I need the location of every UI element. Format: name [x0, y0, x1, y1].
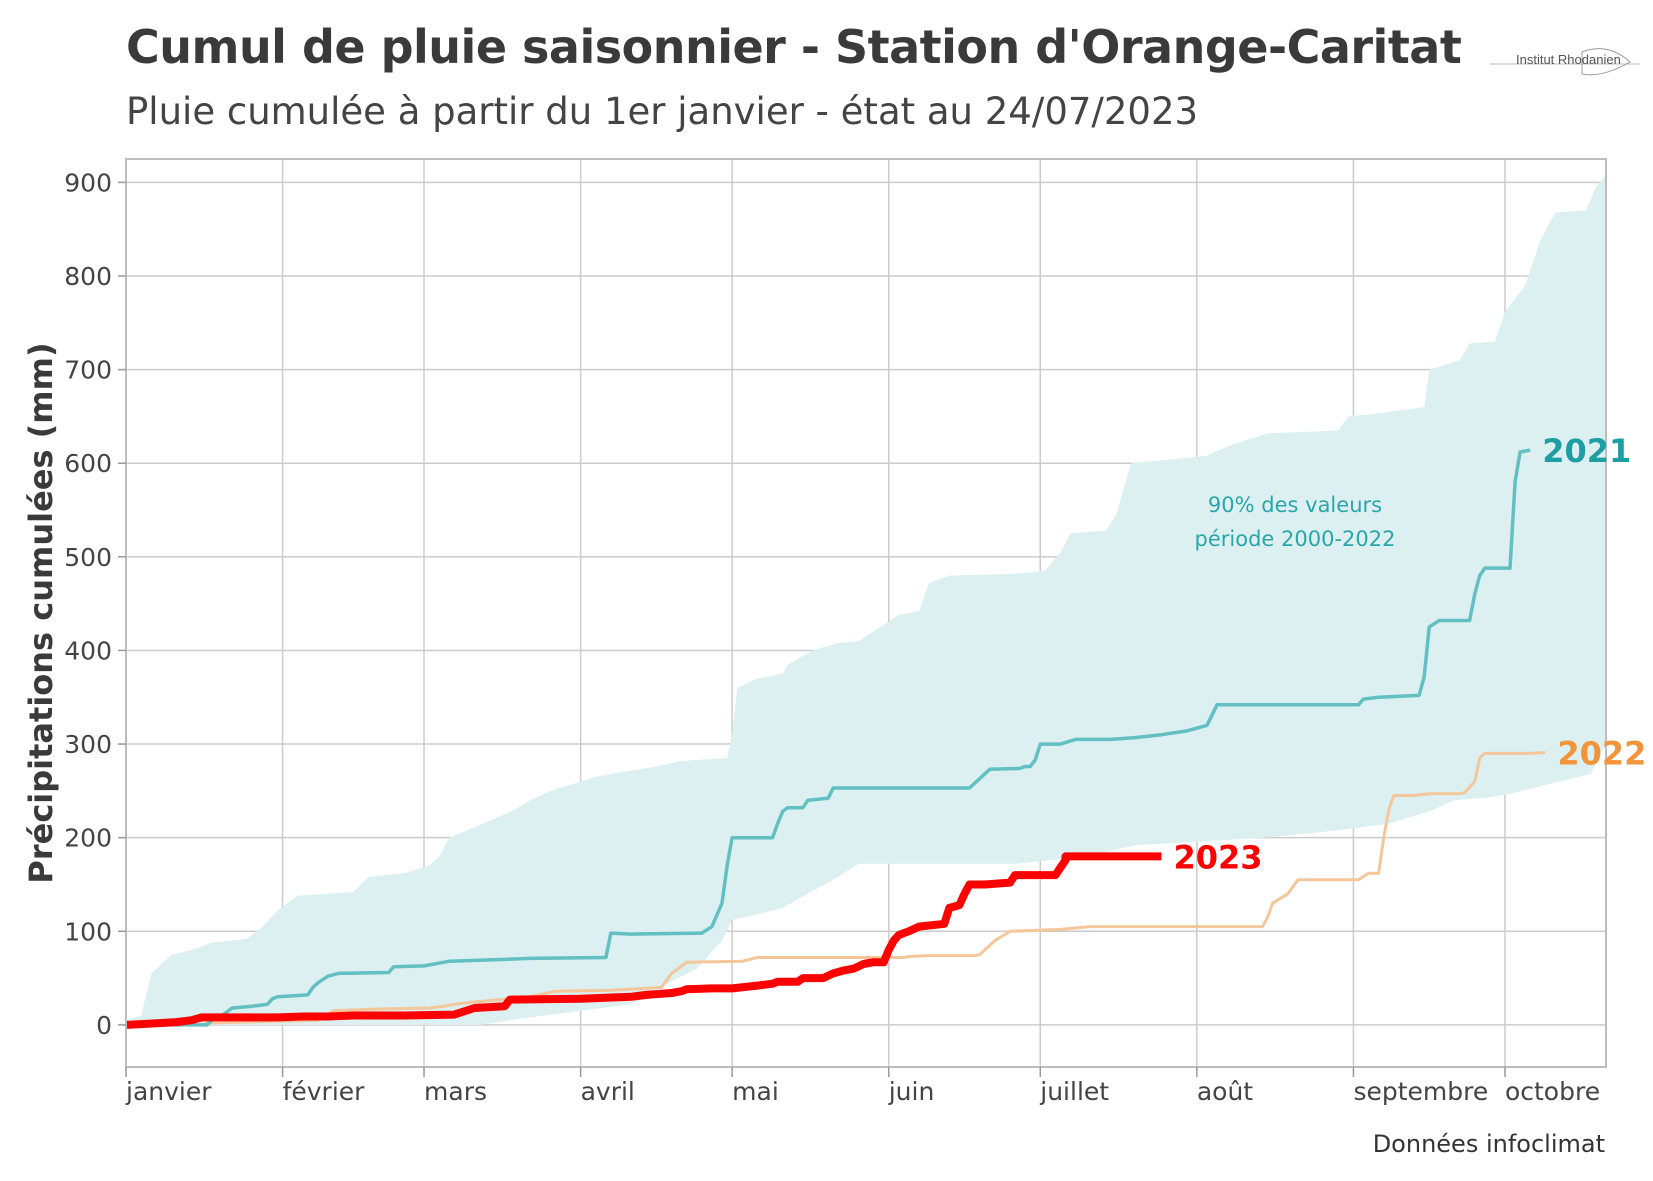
confidence-band — [126, 171, 1606, 1025]
x-tick-label: juillet — [1039, 1077, 1109, 1106]
y-tick-label: 100 — [64, 917, 112, 946]
x-tick-label: février — [283, 1077, 366, 1106]
x-tick-label: septembre — [1353, 1077, 1488, 1106]
band-label: 90% des valeurs — [1208, 493, 1382, 517]
logo-icon — [1490, 48, 1640, 76]
y-tick-label: 600 — [64, 449, 112, 478]
series-lines — [125, 448, 1546, 1029]
series-line-2021 — [126, 448, 1531, 1027]
x-tick-label: octobre — [1505, 1077, 1600, 1106]
y-tick-label: 400 — [64, 636, 112, 665]
series-label-2022: 2022 — [1557, 734, 1646, 772]
x-tick-label: juin — [888, 1077, 935, 1106]
y-tick-label: 900 — [64, 168, 112, 197]
band-label: période 2000-2022 — [1195, 527, 1396, 551]
chart-title: Cumul de pluie saisonnier - Station d'Or… — [126, 20, 1462, 74]
labels: 90% des valeurs période 2000-2022 2022 2021… — [1173, 432, 1646, 876]
y-axis-label: Précipitations cumulées (mm) — [22, 342, 60, 883]
series-line-2022 — [126, 751, 1546, 1027]
x-tick-label: janvier — [125, 1077, 212, 1106]
series-line-2023 — [125, 852, 1162, 1029]
y-tick-label: 800 — [64, 262, 112, 291]
y-tick-label: 300 — [64, 730, 112, 759]
x-tick-label: mai — [732, 1077, 779, 1106]
chart-subtitle: Pluie cumulée à partir du 1er janvier - … — [126, 90, 1199, 133]
series-label-2021: 2021 — [1542, 432, 1631, 470]
x-tick-label: août — [1197, 1077, 1253, 1106]
data-source: Données infoclimat — [1372, 1130, 1605, 1158]
x-tick-label: mars — [424, 1077, 487, 1106]
y-tick-label: 200 — [64, 824, 112, 853]
plot-border — [125, 158, 1607, 1068]
series-label-2023: 2023 — [1173, 838, 1262, 876]
y-tick-label: 0 — [96, 1011, 112, 1040]
y-tick-label: 700 — [64, 356, 112, 385]
logo-text: Institut Rhodanien — [1516, 52, 1621, 67]
y-tick-label: 500 — [64, 543, 112, 572]
band-area — [126, 171, 1606, 1025]
axes: 0 100 200 300 400 500 600 700 800 900 janvier févri… — [22, 158, 1607, 1106]
x-tick-label: avril — [581, 1077, 635, 1106]
